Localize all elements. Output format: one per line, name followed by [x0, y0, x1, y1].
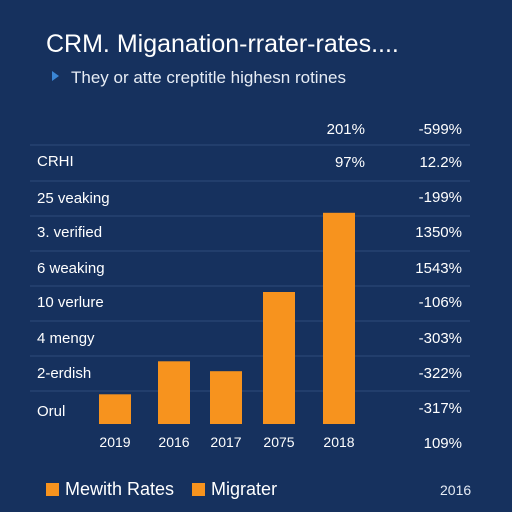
row-label: Orul — [37, 403, 65, 420]
x-tick-label: 2016 — [158, 434, 189, 450]
bar — [158, 361, 190, 424]
column-value: 12.2% — [419, 154, 462, 171]
column-value: -322% — [419, 365, 462, 382]
row-label: 2-erdish — [37, 365, 91, 382]
row-label: 10 verlure — [37, 294, 104, 311]
column-value: -199% — [419, 189, 462, 206]
row-label: 3. verified — [37, 224, 102, 241]
column-value: 97% — [335, 154, 365, 171]
legend-swatch — [46, 483, 59, 496]
x-tick-label: 2019 — [99, 434, 130, 450]
x-tick-label: 2018 — [323, 434, 354, 450]
bar — [99, 394, 131, 424]
column-value: 201% — [327, 121, 365, 138]
column-value: -106% — [419, 294, 462, 311]
row-label: CRHI — [37, 153, 74, 170]
column-value: -303% — [419, 330, 462, 347]
bar — [210, 371, 242, 424]
column-value: 109% — [424, 435, 462, 452]
subtitle-text: They or atte creptitle highesn rotines — [71, 68, 346, 87]
row-label: 4 mengy — [37, 330, 95, 347]
row-label: 25 veaking — [37, 190, 110, 207]
x-tick-label: 2075 — [263, 434, 294, 450]
legend-item: Mewith Rates — [46, 479, 174, 500]
legend: Mewith Rates Migrater — [46, 479, 295, 500]
chart-subtitle: They or atte creptitle highesn rotines — [52, 68, 346, 88]
chart-title: CRM. Miganation-rrater-rates.... — [46, 30, 399, 58]
row-label: 6 weaking — [37, 260, 105, 277]
legend-item: Migrater — [192, 479, 277, 500]
column-value: 1350% — [415, 224, 462, 241]
bar — [323, 212, 355, 424]
column-value: -317% — [419, 400, 462, 417]
legend-label: Mewith Rates — [65, 479, 175, 499]
triangle-bullet-icon — [52, 71, 59, 81]
column-value: 1543% — [415, 260, 462, 277]
legend-year: 2016 — [440, 482, 472, 498]
x-tick-label: 2017 — [210, 434, 241, 450]
legend-label: Migrater — [211, 479, 278, 499]
bar — [263, 292, 295, 424]
column-value: -599% — [419, 121, 462, 138]
legend-swatch — [192, 483, 206, 496]
